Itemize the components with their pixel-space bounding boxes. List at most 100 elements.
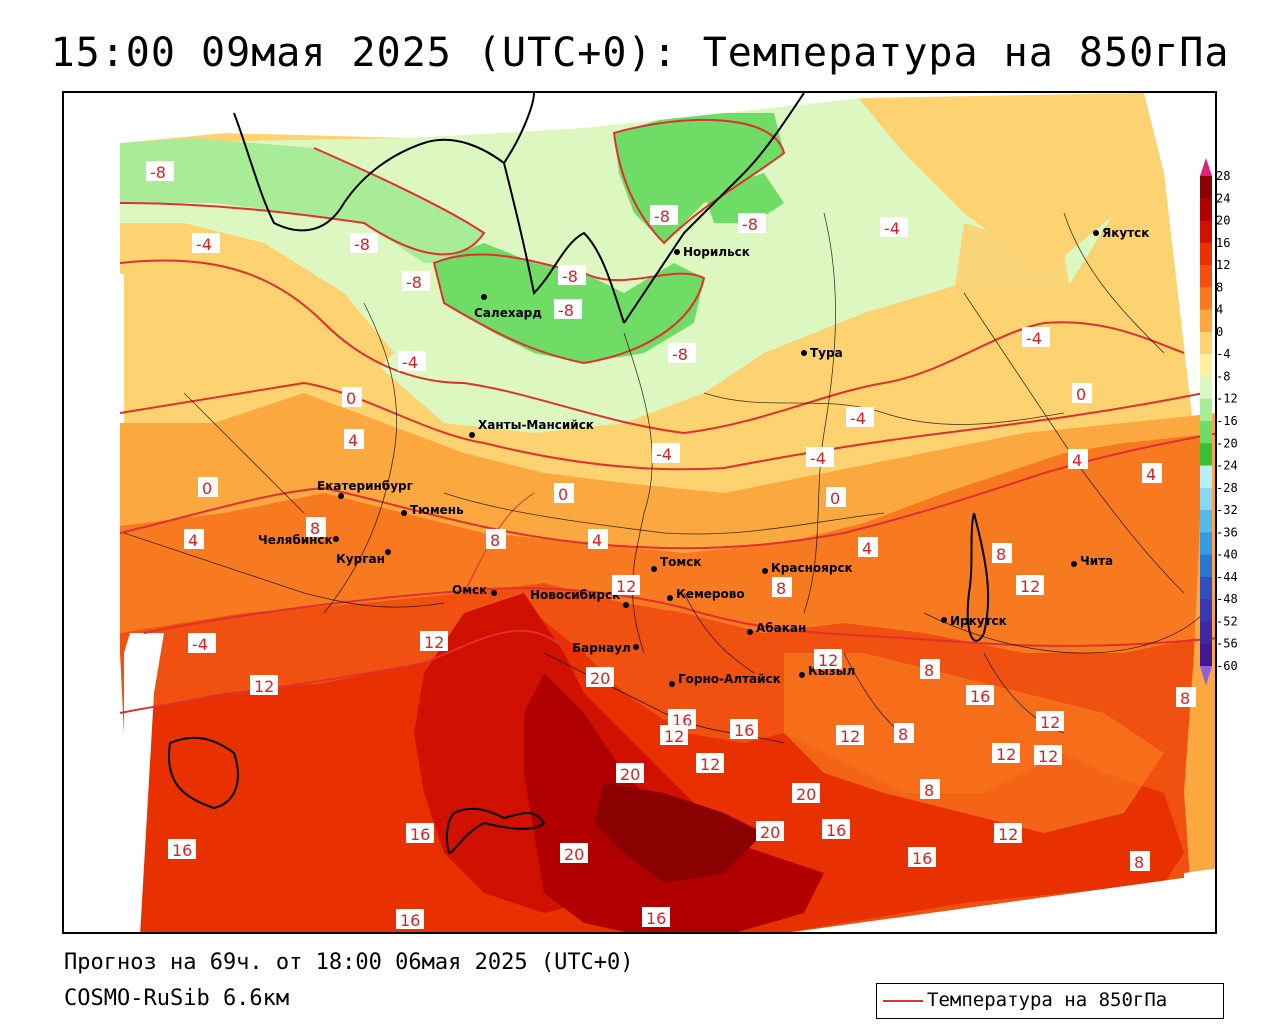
colorbar-swatch xyxy=(1200,465,1212,489)
colorbar-swatch xyxy=(1200,265,1212,288)
city-label: Горно-Алтайск xyxy=(678,672,781,686)
colorbar-swatch xyxy=(1200,510,1212,533)
isotherm-label: 20 xyxy=(564,845,584,864)
colorbar-tick-label: 24 xyxy=(1216,191,1230,205)
isotherm-label: 4 xyxy=(1072,451,1082,470)
isotherm-label: 4 xyxy=(1146,465,1156,484)
isotherm-label: 8 xyxy=(924,781,934,800)
isotherm-label: 8 xyxy=(898,725,908,744)
colorbar-tick-label: -12 xyxy=(1216,392,1238,406)
city-label: Новосибирск xyxy=(530,588,620,602)
city-label: Курган xyxy=(336,552,385,566)
temperature-bands xyxy=(64,93,1215,932)
colorbar-swatch xyxy=(1200,287,1212,311)
city-label: Иркутск xyxy=(950,614,1007,628)
isotherm-label: 8 xyxy=(924,661,934,680)
colorbar-tick-label: 8 xyxy=(1216,280,1223,294)
colorbar-swatch xyxy=(1200,220,1212,244)
isotherm-labels: -8 -4 -8 -8 -8 -8 -8 -8 -4 -4 -4 -8 -4 -… xyxy=(146,161,1196,930)
city-label: Чита xyxy=(1080,554,1113,568)
colorbar-swatch xyxy=(1200,309,1212,333)
isotherm-label: 0 xyxy=(830,489,840,508)
city-label: Салехард xyxy=(474,306,542,320)
colorbar-bottom-arrow xyxy=(1200,666,1212,686)
isotherm-label: -4 xyxy=(884,219,900,238)
outside-domain xyxy=(64,93,1215,932)
colorbar-tick-label: 20 xyxy=(1216,214,1230,228)
colorbar-tick-label: -8 xyxy=(1216,369,1230,383)
legend: Температура на 850гПа xyxy=(876,983,1224,1019)
isotherm-label: 12 xyxy=(840,727,860,746)
isotherm-label: 12 xyxy=(998,825,1018,844)
isotherm-label: -8 xyxy=(354,235,370,254)
colorbar-swatch xyxy=(1200,198,1212,222)
isotherm-label: -4 xyxy=(1026,329,1042,348)
isotherm-label: 16 xyxy=(826,821,846,840)
colorbar-tick-label: -52 xyxy=(1216,614,1238,628)
isotherm-label: -4 xyxy=(192,635,208,654)
forecast-info: Прогноз на 69ч. от 18:00 06мая 2025 (UTC… xyxy=(64,950,634,975)
city-label: Якутск xyxy=(1102,226,1149,240)
colorbar-swatch xyxy=(1200,532,1212,556)
isotherm-label: -8 xyxy=(672,345,688,364)
colorbar-tick-label: -24 xyxy=(1216,459,1238,473)
isotherm-label: 8 xyxy=(776,579,786,598)
isotherm-label: -4 xyxy=(656,445,672,464)
isotherm-label: 12 xyxy=(700,755,720,774)
colorbar-tick-label: -4 xyxy=(1216,347,1230,361)
isotherm-label: 4 xyxy=(188,531,198,550)
city-label: Тюмень xyxy=(410,503,464,517)
colorbar-tick-label: -32 xyxy=(1216,503,1238,517)
isotherm-label: -4 xyxy=(196,235,212,254)
colorbar-swatch xyxy=(1200,599,1212,622)
isotherm-label: 12 xyxy=(616,577,636,596)
colorbar-tick-label: 16 xyxy=(1216,236,1230,250)
colorbar-swatch xyxy=(1200,621,1212,645)
isotherm-label: 12 xyxy=(424,633,444,652)
isotherm-label: 12 xyxy=(1040,713,1060,732)
isotherm-label: 16 xyxy=(400,911,420,930)
isotherm-label: 12 xyxy=(664,727,684,746)
colorbar-tick-label: -56 xyxy=(1216,637,1238,651)
isotherm-label: -8 xyxy=(558,301,574,320)
isotherm-label: 16 xyxy=(646,909,666,928)
colorbar-tick-label: -44 xyxy=(1216,570,1238,584)
city-label: Екатеринбург xyxy=(317,479,413,493)
colorbar-tick-label: 0 xyxy=(1216,325,1223,339)
colorbar-tick-label: -48 xyxy=(1216,592,1238,606)
isotherm-label: 12 xyxy=(996,745,1016,764)
isotherm-label: 8 xyxy=(310,519,320,538)
colorbar-swatch xyxy=(1200,354,1212,377)
isotherm-label: 8 xyxy=(1180,689,1190,708)
isotherm-label: -4 xyxy=(810,449,826,468)
colorbar-tick-label: 12 xyxy=(1216,258,1230,272)
colorbar-tick-label: -20 xyxy=(1216,436,1238,450)
colorbar-swatch xyxy=(1200,576,1212,600)
isotherm-label: 4 xyxy=(862,539,872,558)
isotherm-label: 16 xyxy=(912,849,932,868)
isotherm-label: 12 xyxy=(818,651,838,670)
isotherm-label: 4 xyxy=(348,431,358,450)
isotherm-label: -8 xyxy=(654,207,670,226)
colorbar-swatches xyxy=(1200,176,1212,667)
colorbar-swatch xyxy=(1200,176,1212,199)
colorbar-swatch xyxy=(1200,242,1212,266)
coastlines xyxy=(167,93,990,855)
isotherm-label: 0 xyxy=(346,389,356,408)
colorbar-swatch xyxy=(1200,376,1212,400)
isotherm-label: 20 xyxy=(620,765,640,784)
isotherm-label: 8 xyxy=(490,531,500,550)
isotherm-label: 20 xyxy=(796,785,816,804)
isotherm-label: 16 xyxy=(410,825,430,844)
isotherm-label: 0 xyxy=(558,485,568,504)
legend-label: Температура на 850гПа xyxy=(927,989,1168,1011)
isotherm-label: 12 xyxy=(1020,577,1040,596)
temperature-map: Норильск Якутск Салехард Тура Ханты-Манс… xyxy=(62,91,1217,934)
colorbar-tick-label: 28 xyxy=(1216,169,1230,183)
isotherm-lines xyxy=(119,118,1215,714)
colorbar-tick-label: -28 xyxy=(1216,481,1238,495)
isotherm-label: 16 xyxy=(970,687,990,706)
colorbar-tick-label: -36 xyxy=(1216,525,1238,539)
isotherm-label: 12 xyxy=(1038,747,1058,766)
isotherm-label: -8 xyxy=(742,215,758,234)
